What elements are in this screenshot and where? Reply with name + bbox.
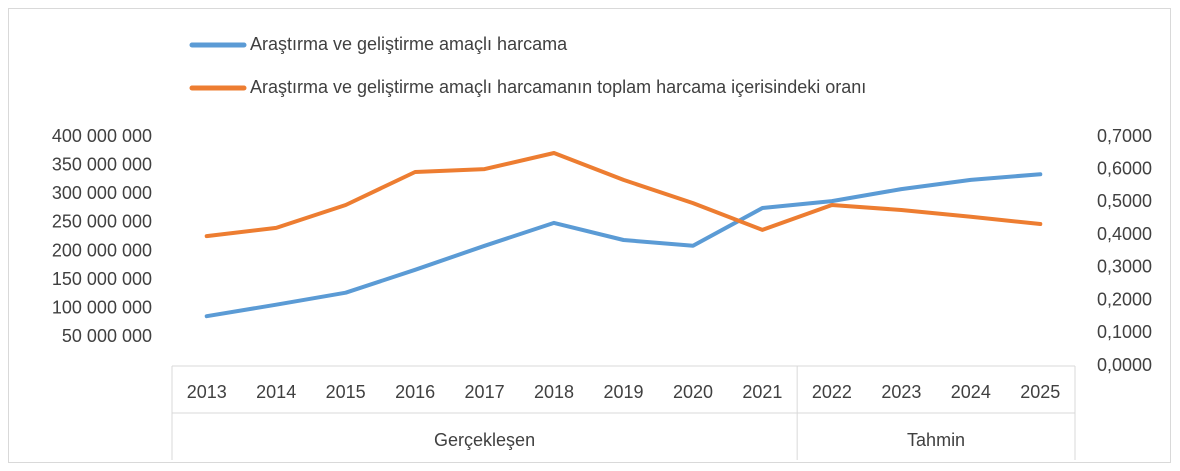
- y-tick-label: 250 000 000: [52, 212, 152, 232]
- group-label: Gerçekleşen: [434, 430, 535, 450]
- x-tick-label: 2018: [534, 382, 574, 402]
- y2-tick-label: 0,5000: [1097, 191, 1152, 211]
- x-tick-label: 2023: [881, 382, 921, 402]
- y2-tick-label: 0,2000: [1097, 289, 1152, 309]
- y2-tick-label: 0,3000: [1097, 257, 1152, 277]
- y2-tick-label: 0,7000: [1097, 126, 1152, 146]
- y-tick-label: 50 000 000: [62, 326, 152, 346]
- chart-border: [8, 8, 1171, 463]
- x-tick-label: 2021: [742, 382, 782, 402]
- series-line: [204, 151, 1043, 239]
- x-tick-label: 2017: [465, 382, 505, 402]
- y-tick-label: 150 000 000: [52, 269, 152, 289]
- series-line: [204, 172, 1043, 319]
- y-tick-label: 400 000 000: [52, 126, 152, 146]
- x-tick-label: 2022: [812, 382, 852, 402]
- x-tick-label: 2015: [326, 382, 366, 402]
- x-tick-label: 2020: [673, 382, 713, 402]
- x-tick-label: 2025: [1020, 382, 1060, 402]
- y-tick-label: 350 000 000: [52, 154, 152, 174]
- y2-tick-label: 0,6000: [1097, 158, 1152, 178]
- group-label: Tahmin: [907, 430, 965, 450]
- y-tick-label: 300 000 000: [52, 183, 152, 203]
- legend-label: Araştırma ve geliştirme amaçlı harcamanı…: [250, 77, 866, 97]
- y2-tick-label: 0,1000: [1097, 322, 1152, 342]
- y2-tick-label: 0,0000: [1097, 355, 1152, 375]
- x-tick-label: 2014: [256, 382, 296, 402]
- y-tick-label: 200 000 000: [52, 240, 152, 260]
- x-tick-label: 2024: [951, 382, 991, 402]
- y2-tick-label: 0,4000: [1097, 224, 1152, 244]
- x-tick-label: 2016: [395, 382, 435, 402]
- y-tick-label: 100 000 000: [52, 298, 152, 318]
- x-tick-label: 2013: [187, 382, 227, 402]
- x-tick-label: 2019: [603, 382, 643, 402]
- legend-label: Araştırma ve geliştirme amaçlı harcama: [250, 34, 568, 54]
